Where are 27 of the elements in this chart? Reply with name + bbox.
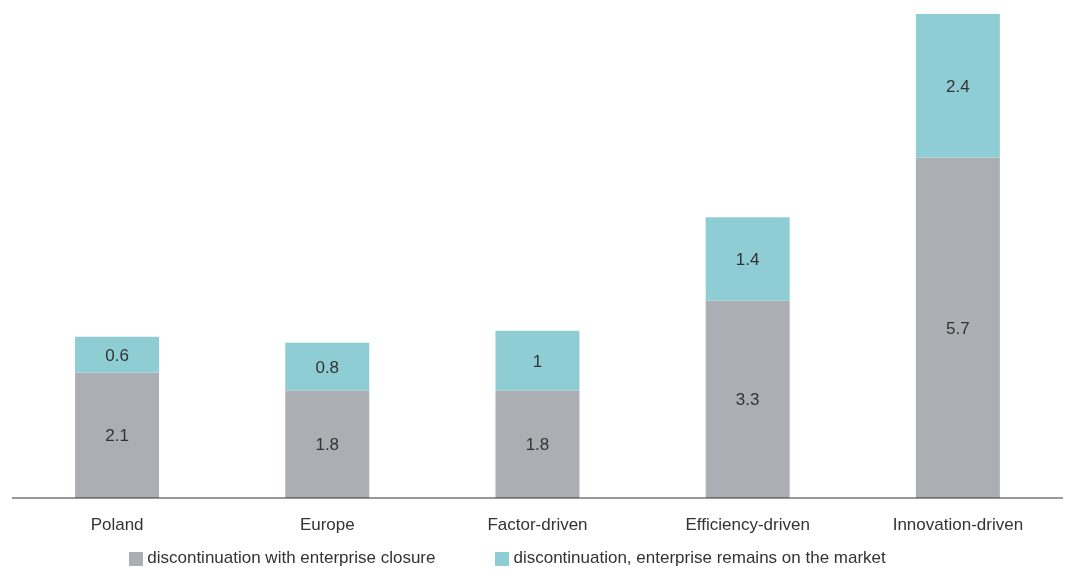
bar: [915, 14, 1000, 158]
bar: [495, 390, 580, 498]
data-label: 3.3: [735, 390, 760, 410]
legend-label: discontinuation, enterprise remains on the market: [513, 548, 886, 567]
bar: [495, 330, 580, 391]
data-label: 5.7: [946, 318, 970, 338]
bar: [75, 336, 160, 373]
data-label: 1.8: [315, 435, 340, 455]
x-tick-label: Factor-driven: [487, 515, 588, 535]
data-label: 0.6: [105, 345, 129, 365]
x-tick-label: Poland: [90, 515, 144, 535]
data-label: 2.4: [946, 76, 970, 96]
bar: [285, 342, 370, 391]
data-label: 2.1: [105, 426, 129, 446]
x-tick-label: Innovation-driven: [892, 515, 1024, 535]
data-label: 1.4: [735, 250, 760, 270]
bar: [705, 217, 790, 301]
x-tick-label: Europe: [299, 515, 355, 535]
data-label: 1: [532, 351, 543, 371]
bar: [75, 372, 160, 498]
data-label: 1.8: [525, 435, 550, 455]
data-label: 0.8: [315, 357, 340, 377]
bar: [705, 300, 790, 498]
bar: [915, 157, 1000, 498]
bar: [285, 390, 370, 498]
legend-label: discontinuation with enterprise closure: [147, 548, 436, 567]
x-tick-label: Efficiency-driven: [685, 515, 810, 535]
